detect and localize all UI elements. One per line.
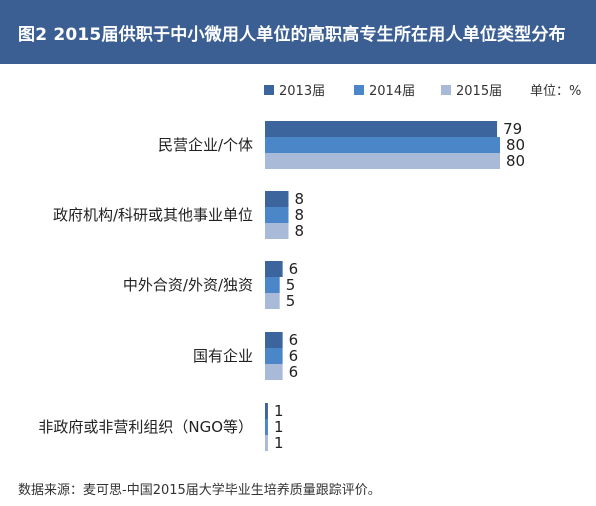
legend-label-2: 2014届 bbox=[369, 84, 415, 99]
bar-1-3 bbox=[265, 153, 500, 169]
data-label-2-3: 8 bbox=[295, 222, 305, 240]
bar-4-3 bbox=[265, 364, 283, 380]
data-label-5-3: 1 bbox=[274, 434, 284, 452]
bar-4-1 bbox=[265, 332, 283, 348]
bar-4-2 bbox=[265, 348, 283, 364]
legend-swatch-3 bbox=[441, 85, 451, 95]
data-label-4-1: 6 bbox=[289, 331, 299, 349]
data-label-2-2: 8 bbox=[295, 206, 305, 224]
data-label-5-1: 1 bbox=[274, 402, 284, 420]
bar-3-3 bbox=[265, 293, 280, 309]
bar-5-2 bbox=[265, 419, 268, 435]
data-label-4-3: 6 bbox=[289, 363, 299, 381]
data-label-1-3: 80 bbox=[506, 152, 525, 170]
bar-2-3 bbox=[265, 223, 289, 239]
bar-1-1 bbox=[265, 121, 498, 137]
bar-2-2 bbox=[265, 207, 289, 223]
data-label-1-2: 80 bbox=[506, 136, 525, 154]
category-label-5: 非政府或非营利组织（NGO等） bbox=[38, 418, 253, 436]
bar-3-2 bbox=[265, 277, 280, 293]
bar-2-1 bbox=[265, 191, 289, 207]
legend-label-1: 2013届 bbox=[279, 84, 325, 99]
chart-title-bar: 图2 2015届供职于中小微用人单位的高职高专生所在用人单位类型分布 bbox=[0, 0, 596, 64]
source-note: 数据来源：麦可思-中国2015届大学毕业生培养质量跟踪评价。 bbox=[18, 483, 381, 498]
category-label-2: 政府机构/科研或其他事业单位 bbox=[53, 206, 253, 224]
data-label-3-3: 5 bbox=[286, 292, 296, 310]
legend-label-3: 2015届 bbox=[456, 84, 502, 99]
unit-label: 单位：% bbox=[530, 84, 581, 99]
data-label-4-2: 6 bbox=[289, 347, 299, 365]
bar-chart: 2013届 2014届 2015届 单位：%民营企业/个体798080政府机构/科研或… bbox=[38, 84, 581, 452]
data-label-5-2: 1 bbox=[274, 418, 284, 436]
category-label-3: 中外合资/外资/独资 bbox=[123, 276, 253, 294]
bar-3-1 bbox=[265, 261, 283, 277]
data-label-3-1: 6 bbox=[289, 260, 299, 278]
legend-swatch-2 bbox=[354, 85, 364, 95]
data-label-1-1: 79 bbox=[503, 120, 522, 138]
data-label-2-1: 8 bbox=[295, 190, 305, 208]
bar-5-3 bbox=[265, 435, 268, 451]
bar-5-1 bbox=[265, 403, 268, 419]
legend-swatch-1 bbox=[264, 85, 274, 95]
chart-title: 图2 2015届供职于中小微用人单位的高职高专生所在用人单位类型分布 bbox=[18, 24, 566, 45]
bar-1-2 bbox=[265, 137, 500, 153]
data-label-3-2: 5 bbox=[286, 276, 296, 294]
category-label-4: 国有企业 bbox=[193, 347, 253, 365]
category-label-1: 民营企业/个体 bbox=[158, 136, 253, 154]
